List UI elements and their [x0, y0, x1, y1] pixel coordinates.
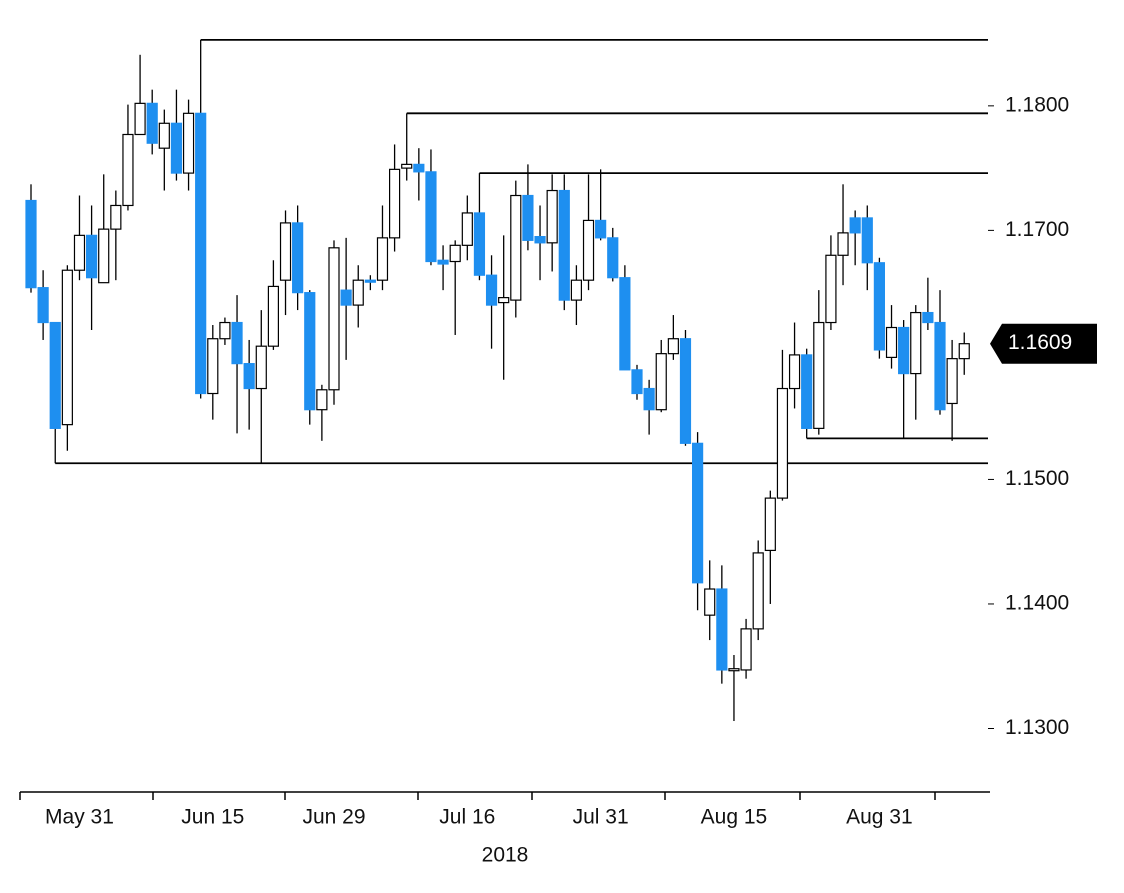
candle-body: [110, 204, 122, 230]
candle-body: [231, 321, 243, 365]
candle-body: [328, 247, 340, 391]
candle-body: [243, 363, 255, 390]
candle-body: [473, 212, 486, 276]
candle-body: [910, 311, 922, 375]
candle-body: [73, 234, 86, 271]
candle-body: [716, 588, 728, 671]
candle-body: [158, 122, 170, 149]
candle-body: [934, 321, 946, 411]
candle-body: [255, 345, 267, 390]
candle-body: [352, 279, 364, 306]
candle-body: [316, 389, 328, 411]
candle-body: [376, 237, 389, 281]
candle-body: [946, 358, 958, 405]
candle-body: [98, 228, 110, 284]
candle-body: [801, 354, 813, 429]
candle-body: [122, 133, 134, 207]
candle-body: [788, 354, 801, 390]
candle-body: [898, 326, 910, 375]
candle-body: [570, 279, 583, 301]
candle-body: [643, 387, 655, 411]
candle-body: [582, 219, 595, 281]
candle-body: [195, 112, 207, 395]
candle-body: [728, 668, 740, 672]
candle-body: [740, 628, 752, 671]
candle-body: [182, 112, 195, 174]
x-axis-ticks: [19, 792, 936, 800]
candle-body: [461, 212, 473, 246]
candle-body: [37, 287, 49, 324]
candle-body: [510, 194, 522, 301]
candle-body: [691, 442, 704, 584]
candle-body: [534, 236, 546, 244]
candle-body: [85, 234, 98, 279]
x-axis-label: 2018: [482, 844, 529, 867]
candle-body: [292, 222, 304, 294]
candle-body: [922, 311, 934, 324]
candle-body: [764, 497, 776, 552]
x-tick-label: Jun 15: [181, 806, 244, 829]
candle-body: [679, 338, 692, 444]
candle-body: [340, 289, 352, 306]
candle-body: [389, 168, 401, 239]
candle-body: [704, 588, 716, 616]
candle-body: [170, 122, 183, 174]
candle-body: [267, 285, 279, 347]
y-tick-label: 1.1700: [1005, 218, 1069, 241]
last-price-box: [990, 323, 1097, 364]
x-tick-label: Aug 15: [701, 806, 768, 829]
x-tick-label: Aug 31: [846, 806, 913, 829]
y-tick-label: 1.1800: [1005, 93, 1069, 116]
candle-body: [61, 269, 73, 426]
candle-body: [595, 219, 607, 239]
x-tick-label: Jul 31: [573, 806, 629, 829]
candle-body: [776, 387, 789, 499]
x-tick-label: Jul 16: [439, 806, 495, 829]
last-price-label: 1.1609: [1008, 331, 1072, 354]
candle-body: [425, 171, 437, 263]
candle-body: [401, 163, 413, 169]
candle-body: [304, 292, 316, 411]
candle-body: [752, 552, 764, 630]
y-tick-label: 1.1400: [1005, 592, 1069, 615]
x-tick-label: Jun 29: [302, 806, 365, 829]
candle-body: [498, 297, 510, 304]
candle-body: [25, 199, 37, 289]
candle-body: [134, 102, 146, 136]
candle-body: [413, 163, 425, 173]
candle-body: [837, 232, 849, 256]
candle-body: [207, 338, 219, 395]
candle-body: [861, 217, 873, 264]
candle-body: [813, 321, 825, 429]
candle-body: [219, 321, 231, 340]
candle-body: [279, 222, 292, 281]
candle-body: [655, 353, 667, 411]
candle-body: [558, 189, 570, 301]
candle-body: [873, 262, 886, 351]
candle-body: [546, 189, 558, 244]
x-tick-label: May 31: [45, 806, 114, 829]
candle-body: [631, 369, 643, 395]
candle-body: [619, 277, 631, 371]
candle-body: [437, 259, 449, 265]
candle-body: [958, 343, 970, 360]
candle-body: [849, 217, 861, 234]
candle-body: [885, 326, 898, 358]
candle-body: [364, 279, 376, 283]
candle-body: [146, 102, 158, 144]
candle-body: [485, 274, 498, 306]
y-tick-label: 1.1300: [1005, 716, 1069, 739]
candle-body: [49, 321, 61, 429]
candle-body: [449, 244, 461, 263]
candle-body: [607, 237, 619, 279]
candle-body: [667, 338, 679, 355]
y-tick-label: 1.1500: [1005, 467, 1069, 490]
candle-body: [522, 194, 534, 241]
candle-body: [825, 254, 837, 324]
